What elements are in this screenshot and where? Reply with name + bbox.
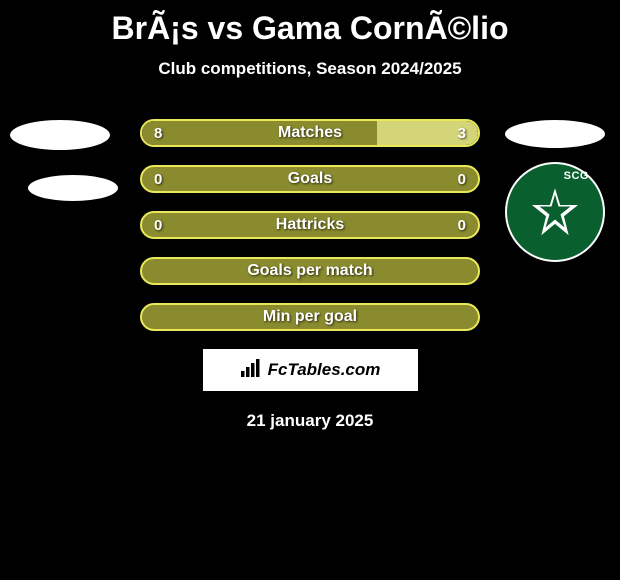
stat-row-goals-per-match: Goals per match <box>10 257 610 285</box>
page-title: BrÃ¡s vs Gama CornÃ©lio <box>0 0 620 47</box>
stats-chart: 8 Matches 3 0 Goals 0 0 Hattricks 0 Goal… <box>0 119 620 331</box>
stat-value-left: 0 <box>154 217 162 234</box>
stat-label: Hattricks <box>276 216 344 234</box>
stat-bar-hattricks: 0 Hattricks 0 <box>140 211 480 239</box>
stat-bar-min-per-goal: Min per goal <box>140 303 480 331</box>
stat-row-matches: 8 Matches 3 <box>10 119 610 147</box>
stat-row-hattricks: 0 Hattricks 0 <box>10 211 610 239</box>
page-subtitle: Club competitions, Season 2024/2025 <box>0 59 620 79</box>
stat-bar-matches: 8 Matches 3 <box>140 119 480 147</box>
stat-row-goals: 0 Goals 0 <box>10 165 610 193</box>
date-label: 21 january 2025 <box>0 411 620 431</box>
stat-value-right: 3 <box>458 125 466 142</box>
chart-bars-icon <box>240 359 262 382</box>
stat-value-left: 0 <box>154 171 162 188</box>
stat-bar-goals-per-match: Goals per match <box>140 257 480 285</box>
stat-label: Goals <box>288 170 332 188</box>
stat-value-right: 0 <box>458 171 466 188</box>
source-logo-box: FcTables.com <box>203 349 418 391</box>
stat-label: Goals per match <box>247 262 372 280</box>
stat-value-left: 8 <box>154 125 162 142</box>
stat-label: Min per goal <box>263 308 357 326</box>
stat-row-min-per-goal: Min per goal <box>10 303 610 331</box>
stat-label: Matches <box>278 124 342 142</box>
stat-value-right: 0 <box>458 217 466 234</box>
source-logo-text: FcTables.com <box>268 360 381 380</box>
stat-bar-goals: 0 Goals 0 <box>140 165 480 193</box>
